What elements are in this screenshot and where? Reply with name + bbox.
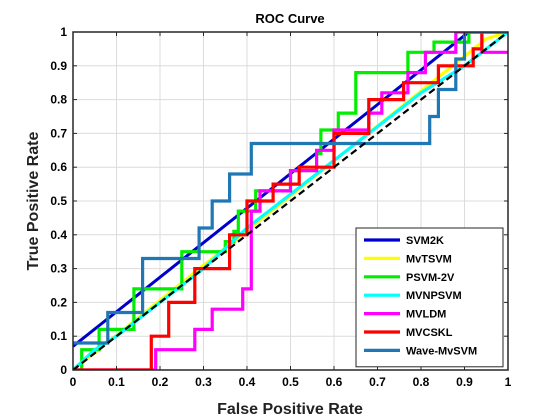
y-tick-label: 0.4 bbox=[50, 228, 67, 242]
x-tick-label: 0.5 bbox=[282, 375, 299, 389]
legend-label: Wave-MvSVM bbox=[406, 345, 477, 357]
legend-label: PSVM-2V bbox=[406, 272, 455, 284]
series-line-svm2k bbox=[73, 32, 508, 348]
x-tick-label: 0.6 bbox=[326, 375, 343, 389]
y-tick-label: 0.6 bbox=[50, 160, 67, 174]
y-tick-label: 1 bbox=[60, 25, 67, 39]
x-tick-label: 0.9 bbox=[456, 375, 473, 389]
y-tick-label: 0.3 bbox=[50, 262, 67, 276]
y-tick-label: 0.7 bbox=[50, 126, 67, 140]
legend-label: MvTSVM bbox=[406, 253, 452, 265]
legend-label: MVCSKL bbox=[406, 327, 453, 339]
chart-title: ROC Curve bbox=[255, 11, 324, 26]
legend-label: MVLDM bbox=[406, 309, 446, 321]
chance-diagonal-line bbox=[73, 32, 508, 370]
legend: SVM2K MvTSVM PSVM-2V MVNPSVM MVLDM MVCSKL Wave… bbox=[355, 227, 504, 368]
y-axis-title: True Positive Rate bbox=[25, 132, 42, 271]
x-tick-label: 0.4 bbox=[239, 375, 256, 389]
series-line-mvldm bbox=[73, 32, 508, 370]
x-tick-label: 1 bbox=[505, 375, 512, 389]
y-tick-label: 0.8 bbox=[50, 93, 67, 107]
y-tick-label: 0 bbox=[60, 363, 67, 377]
x-tick-label: 0.3 bbox=[195, 375, 212, 389]
legend-box bbox=[355, 227, 504, 368]
x-tick-label: 0 bbox=[70, 375, 77, 389]
x-tick-label: 0.2 bbox=[152, 375, 169, 389]
axis-ticks: 0 0.1 0.2 0.3 0.4 0.5 0.6 0.7 0.8 0.9 1 0 0.1 0.2 0.3 0… bbox=[50, 25, 511, 389]
legend-label: MVNPSVM bbox=[406, 290, 462, 302]
series-line-wave-mvsvm bbox=[73, 32, 508, 345]
series-line-mvtsvm bbox=[73, 32, 508, 370]
y-tick-label: 0.1 bbox=[50, 329, 67, 343]
x-tick-label: 0.7 bbox=[369, 375, 386, 389]
y-tick-label: 0.9 bbox=[50, 59, 67, 73]
y-tick-label: 0.5 bbox=[50, 194, 67, 208]
x-axis-title: False Positive Rate bbox=[217, 401, 363, 418]
y-tick-label: 0.2 bbox=[50, 295, 67, 309]
x-tick-label: 0.8 bbox=[413, 375, 430, 389]
legend-label: SVM2K bbox=[406, 235, 444, 247]
series-group bbox=[73, 32, 508, 370]
x-tick-label: 0.1 bbox=[108, 375, 125, 389]
